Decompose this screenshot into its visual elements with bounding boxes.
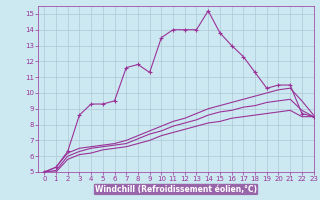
- X-axis label: Windchill (Refroidissement éolien,°C): Windchill (Refroidissement éolien,°C): [95, 185, 257, 194]
